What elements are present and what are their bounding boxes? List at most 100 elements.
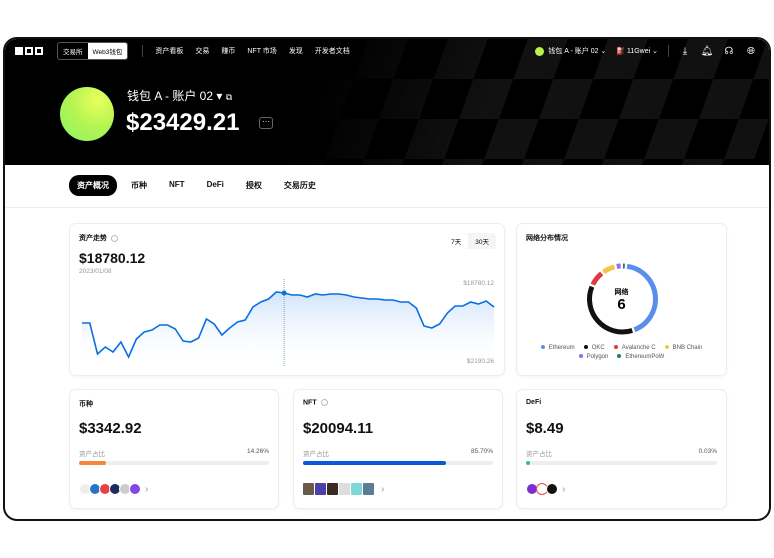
nft-thumbnail [327,483,338,495]
nft-thumbnail [315,483,326,495]
legend-dot [664,345,669,350]
top-nav: 交易所 Web3钱包 资产看板 交易 赚币 NFT 市场 发现 开发者文档 钱包… [5,39,769,63]
range-7d[interactable]: 7天 [444,233,469,249]
tab-defi[interactable]: DeFi [206,180,224,189]
wallet-avatar [60,87,114,141]
network-donut [587,263,658,335]
donut-segment-avalanche-c[interactable] [590,271,604,286]
nft-thumbnail [363,483,374,495]
exchange-toggle[interactable]: 交易所 [63,49,83,56]
tokens-card[interactable]: 币种 $3342.92 资产占比 14.26% › [69,389,279,509]
tab-tokens[interactable]: 币种 [131,181,147,190]
chevron-right-icon[interactable]: › [145,483,149,495]
donut-segment-okc[interactable] [587,285,633,335]
nft-thumbnail [351,483,362,495]
legend-dot [578,354,583,359]
tab-overview[interactable]: 资产概况 [69,175,117,196]
trend-chart[interactable] [70,224,506,377]
legend-dot [540,345,545,350]
network-card: 网络分布情况 网络 6 Ethereum OKC Avalanche C BNB Ch… [516,223,727,376]
web3-toggle[interactable]: Web3钱包 [87,43,128,59]
min-label: $2190.26 [466,358,494,365]
more-button[interactable]: ··· [259,117,273,129]
legend-label: Ethereum [548,345,575,351]
account-selector[interactable]: 钱包 A - 账户 02 ⌄ [535,46,606,56]
tab-bar: 资产概况 币种 NFT DeFi 授权 交易历史 [69,175,324,196]
nft-thumbnails: › [303,483,384,495]
wallet-name-text: 钱包 A - 账户 02 [127,89,214,103]
card-title: 币种 [79,401,93,408]
divider [668,45,669,57]
hover-point[interactable] [281,290,287,296]
trend-line [82,291,495,359]
trend-area [82,292,494,367]
donut-label: 网络 [614,289,629,296]
bell-icon[interactable]: 🔔︎ [700,45,714,57]
nav-link-dashboard[interactable]: 资产看板 [155,48,184,55]
info-icon[interactable] [111,234,118,242]
ratio-label: 资产占比 [303,451,329,458]
legend-dot [617,354,622,359]
chevron-right-icon[interactable]: › [562,483,566,495]
info-icon[interactable] [320,399,328,406]
token-icons: › [79,483,148,495]
gas-pump-icon: ⛽ [616,48,626,55]
donut-segment-ethereum[interactable] [626,263,658,333]
protocol-icon [546,483,558,495]
nft-thumbnail [339,483,350,495]
nav-link-earn[interactable]: 赚币 [221,48,236,55]
asset-trend-card: 资产走势 $18780.12 2023/01/08 7天 30天 $18780.… [69,223,505,376]
ratio-bar [79,461,269,465]
nav-link-trade[interactable]: 交易 [195,48,210,55]
protocol-icons: › [526,483,565,495]
range-toggle: 7天 30天 [444,233,496,249]
mode-switch: 交易所 Web3钱包 [57,42,129,60]
trend-value: $18780.12 [79,250,146,266]
nav-link-nft-market[interactable]: NFT 市场 [247,48,277,55]
tab-nft[interactable]: NFT [169,180,185,189]
legend-item: Avalanche C [613,345,656,351]
ratio-value: 85.70% [470,448,493,455]
card-value: $8.49 [526,420,564,437]
nav-link-docs[interactable]: 开发者文档 [314,48,350,55]
legend-label: Polygon [586,354,609,360]
network-title: 网络分布情况 [526,235,568,242]
wallet-name[interactable]: 钱包 A - 账户 02 ▾ ⧉ [127,87,232,104]
ratio-value: 0.03% [698,448,717,455]
max-label: $18780.12 [463,280,494,287]
nav-link-discover[interactable]: 发现 [288,48,303,55]
legend-dot [613,345,618,350]
legend-label: OKC [591,345,605,351]
tab-history[interactable]: 交易历史 [283,181,316,190]
account-avatar [535,46,545,56]
download-icon[interactable]: ⤓ [682,45,688,57]
donut-count: 6 [617,296,626,313]
legend-item: OKC [583,345,605,351]
app-window: 交易所 Web3钱包 资产看板 交易 赚币 NFT 市场 发现 开发者文档 钱包… [3,37,771,521]
okx-logo[interactable] [15,47,43,55]
card-value: $3342.92 [79,420,142,437]
network-legend: Ethereum OKC Avalanche C BNB Chain Polygon Et… [517,345,726,360]
tab-approvals[interactable]: 授权 [245,181,262,190]
caret-down-icon[interactable]: ▾ [216,89,223,103]
divider [5,207,769,208]
gas-selector[interactable]: ⛽ 11Gwei ⌄ [616,48,658,55]
donut-segment-bnb-chain[interactable] [602,264,616,275]
copy-icon[interactable]: ⧉ [225,92,233,102]
headset-icon[interactable]: ☊ [724,45,734,57]
card-title: DeFi [526,399,542,406]
ratio-value: 14.26% [246,448,269,455]
ratio-label: 资产占比 [79,451,105,458]
ratio-label: 资产占比 [526,451,552,458]
legend-label: Avalanche C [621,345,656,351]
account-name: 钱包 A - 账户 02 [548,48,599,55]
legend-item: EthereumPoW [617,354,664,360]
divider [142,45,144,57]
range-30d[interactable]: 30天 [475,239,489,246]
nft-thumbnail [303,483,314,495]
globe-icon[interactable]: 🌐︎ [747,45,755,57]
legend-label: BNB Chain [672,345,703,351]
defi-card[interactable]: DeFi $8.49 资产占比 0.03% › [516,389,727,509]
nft-card[interactable]: NFT $20094.11 资产占比 85.70% › [293,389,503,509]
chevron-right-icon[interactable]: › [381,483,385,495]
